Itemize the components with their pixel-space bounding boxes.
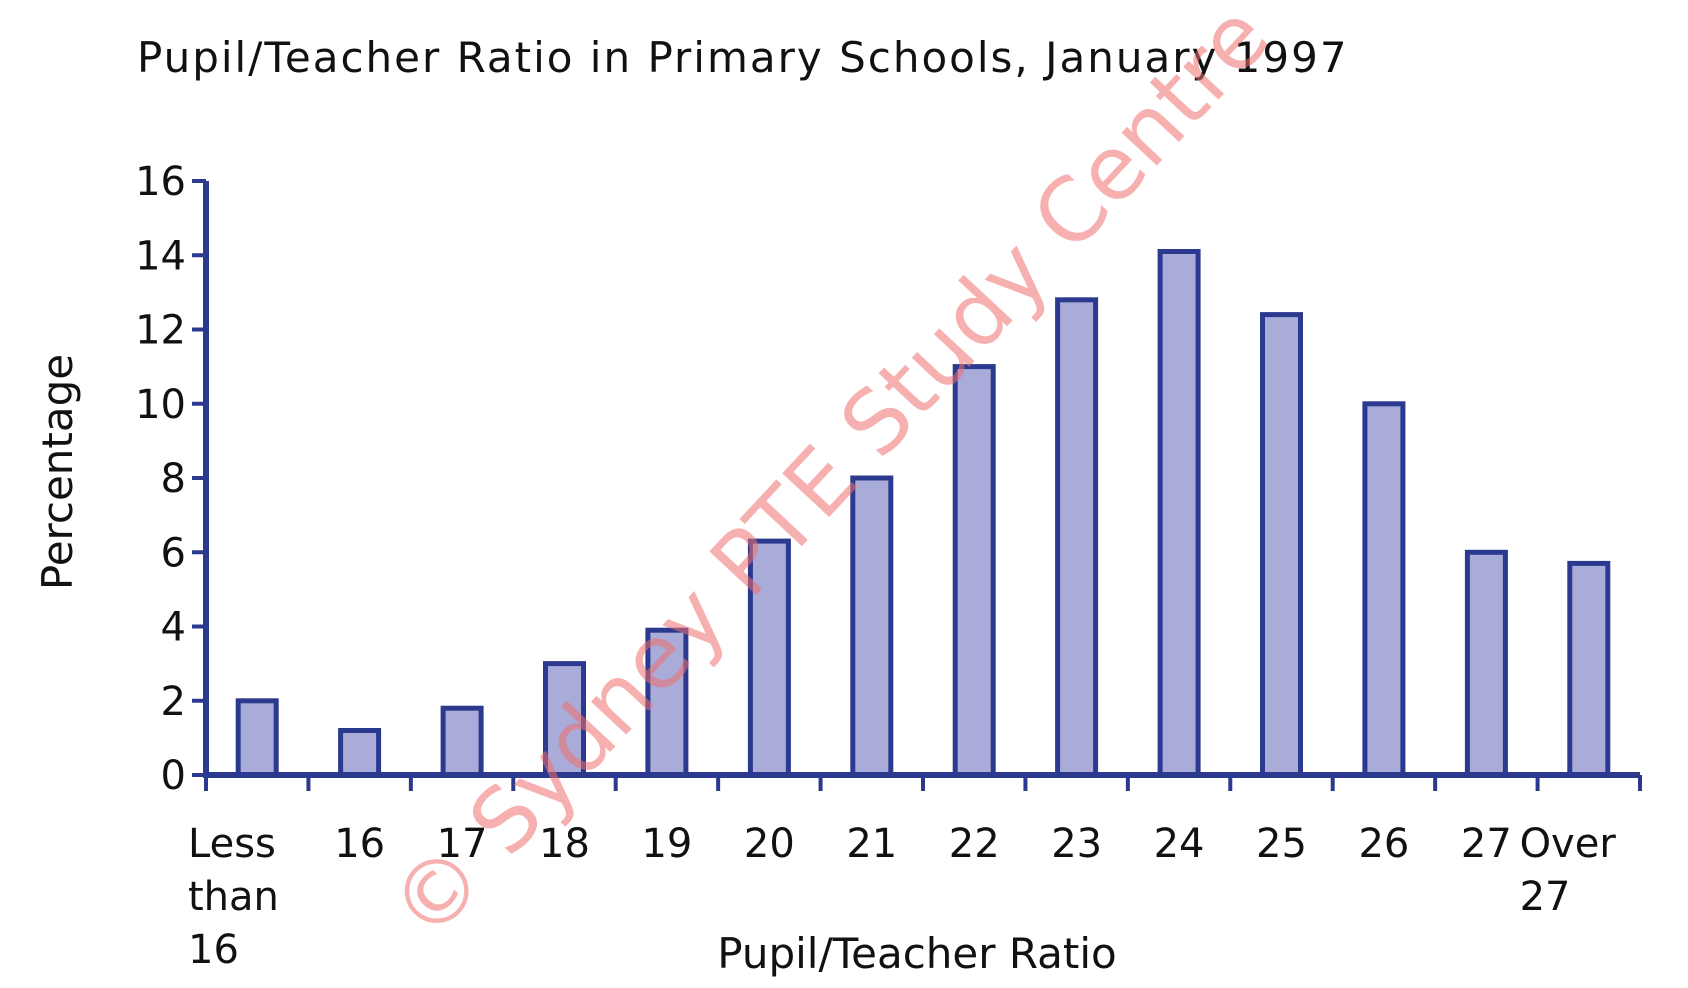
y-tick-label: 12 (135, 308, 186, 354)
watermark-text: © Sydney PTE Study Centre (370, 0, 1289, 959)
bar (952, 364, 996, 778)
y-axis-label: Percentage (33, 354, 82, 590)
bar (1157, 249, 1201, 778)
x-tick-label: 20 (744, 821, 795, 867)
bar (1362, 401, 1406, 778)
chart-title: Pupil/Teacher Ratio in Primary Schools, … (137, 33, 1349, 82)
x-tick-label: 27 (1461, 821, 1512, 867)
bar (338, 728, 382, 778)
x-tick-label: 26 (1358, 821, 1409, 867)
y-tick-label: 16 (135, 159, 186, 205)
x-tick-label: 23 (1051, 821, 1102, 867)
bar (1464, 549, 1508, 778)
y-tick-label: 6 (161, 530, 186, 576)
y-tick-label: 8 (161, 456, 186, 502)
bar (1260, 312, 1303, 778)
bars-layer (235, 249, 1611, 778)
x-tick-label: 24 (1154, 821, 1205, 867)
x-tick-label: Over 27 (1520, 821, 1617, 920)
x-tick-label: 22 (949, 821, 1000, 867)
axis-layer (192, 179, 1642, 791)
x-tick-label: 17 (437, 821, 488, 867)
bar (235, 698, 279, 778)
x-tick-label: 16 (334, 821, 385, 867)
x-tick-label: 19 (641, 821, 692, 867)
bar (1567, 560, 1611, 778)
y-tick-label: 10 (135, 382, 186, 428)
y-tick-label: 0 (161, 753, 186, 799)
y-tick-label: 4 (161, 605, 186, 651)
y-tick-label: 14 (135, 233, 186, 279)
bar (1055, 297, 1099, 778)
bar (440, 705, 484, 778)
x-tick-label: 25 (1256, 821, 1307, 867)
x-tick-label: Less than 16 (188, 821, 279, 973)
x-axis-label: Pupil/Teacher Ratio (717, 929, 1116, 978)
x-tick-label: 18 (539, 821, 590, 867)
y-tick-label: 2 (161, 679, 186, 725)
bar (850, 475, 894, 778)
x-tick-label: 21 (846, 821, 897, 867)
